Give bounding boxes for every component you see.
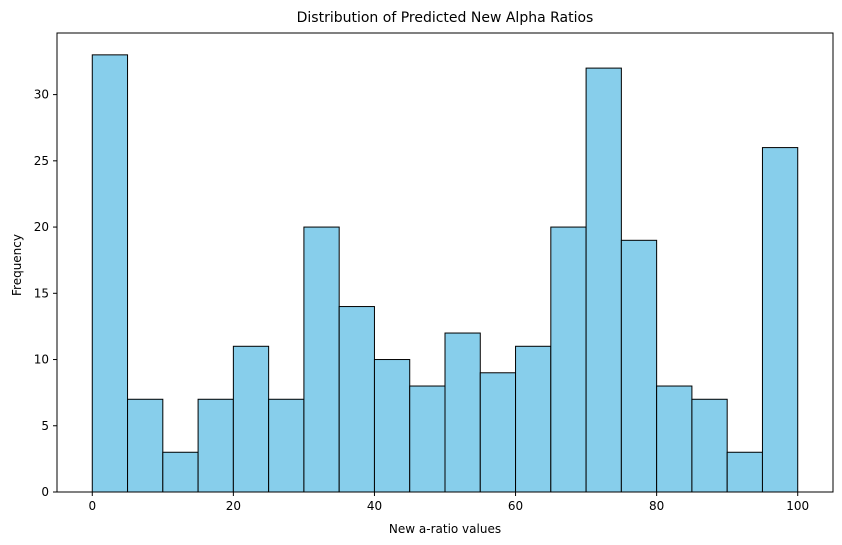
histogram-bar bbox=[91, 54, 129, 493]
y-tick-label: 0 bbox=[41, 485, 49, 499]
histogram-bar bbox=[726, 451, 763, 493]
histogram-bar bbox=[691, 398, 728, 493]
histogram-bar bbox=[197, 398, 234, 493]
y-tick-label: 5 bbox=[41, 419, 49, 433]
histogram-bar bbox=[162, 451, 199, 493]
x-tick-label: 100 bbox=[786, 499, 809, 513]
histogram-bar bbox=[409, 385, 446, 493]
histogram-bar bbox=[338, 306, 375, 493]
histogram-bar bbox=[479, 372, 517, 493]
x-axis-ticks: 0 20 40 60 80 100 bbox=[88, 492, 809, 513]
x-axis-label: New a-ratio values bbox=[389, 522, 501, 536]
y-tick-label: 25 bbox=[34, 154, 49, 168]
histogram-bar bbox=[444, 332, 481, 493]
histogram-bar bbox=[127, 398, 164, 493]
y-tick-label: 20 bbox=[34, 220, 49, 234]
histogram-bar bbox=[373, 359, 411, 493]
histogram-bar bbox=[515, 345, 552, 493]
y-axis-ticks: 0 5 10 15 20 25 30 bbox=[34, 88, 57, 499]
histogram-bar bbox=[268, 398, 305, 493]
histogram-bar bbox=[550, 226, 587, 493]
histogram-bar bbox=[232, 345, 270, 493]
plot-frame bbox=[56, 32, 834, 493]
x-tick-label: 0 bbox=[88, 499, 96, 513]
bars-group bbox=[91, 54, 799, 493]
histogram-bar bbox=[761, 147, 799, 493]
y-axis-label: Frequency bbox=[10, 234, 24, 296]
x-tick-label: 60 bbox=[508, 499, 523, 513]
histogram-bar bbox=[303, 226, 340, 493]
histogram-bar bbox=[585, 67, 622, 493]
chart-title: Distribution of Predicted New Alpha Rati… bbox=[297, 10, 594, 26]
histogram-bar bbox=[656, 385, 693, 493]
x-tick-label: 20 bbox=[226, 499, 241, 513]
y-tick-label: 10 bbox=[34, 353, 49, 367]
x-tick-label: 80 bbox=[649, 499, 664, 513]
y-tick-label: 30 bbox=[34, 88, 49, 102]
x-tick-label: 40 bbox=[367, 499, 382, 513]
histogram-bar bbox=[620, 239, 658, 493]
y-tick-label: 15 bbox=[34, 286, 49, 300]
